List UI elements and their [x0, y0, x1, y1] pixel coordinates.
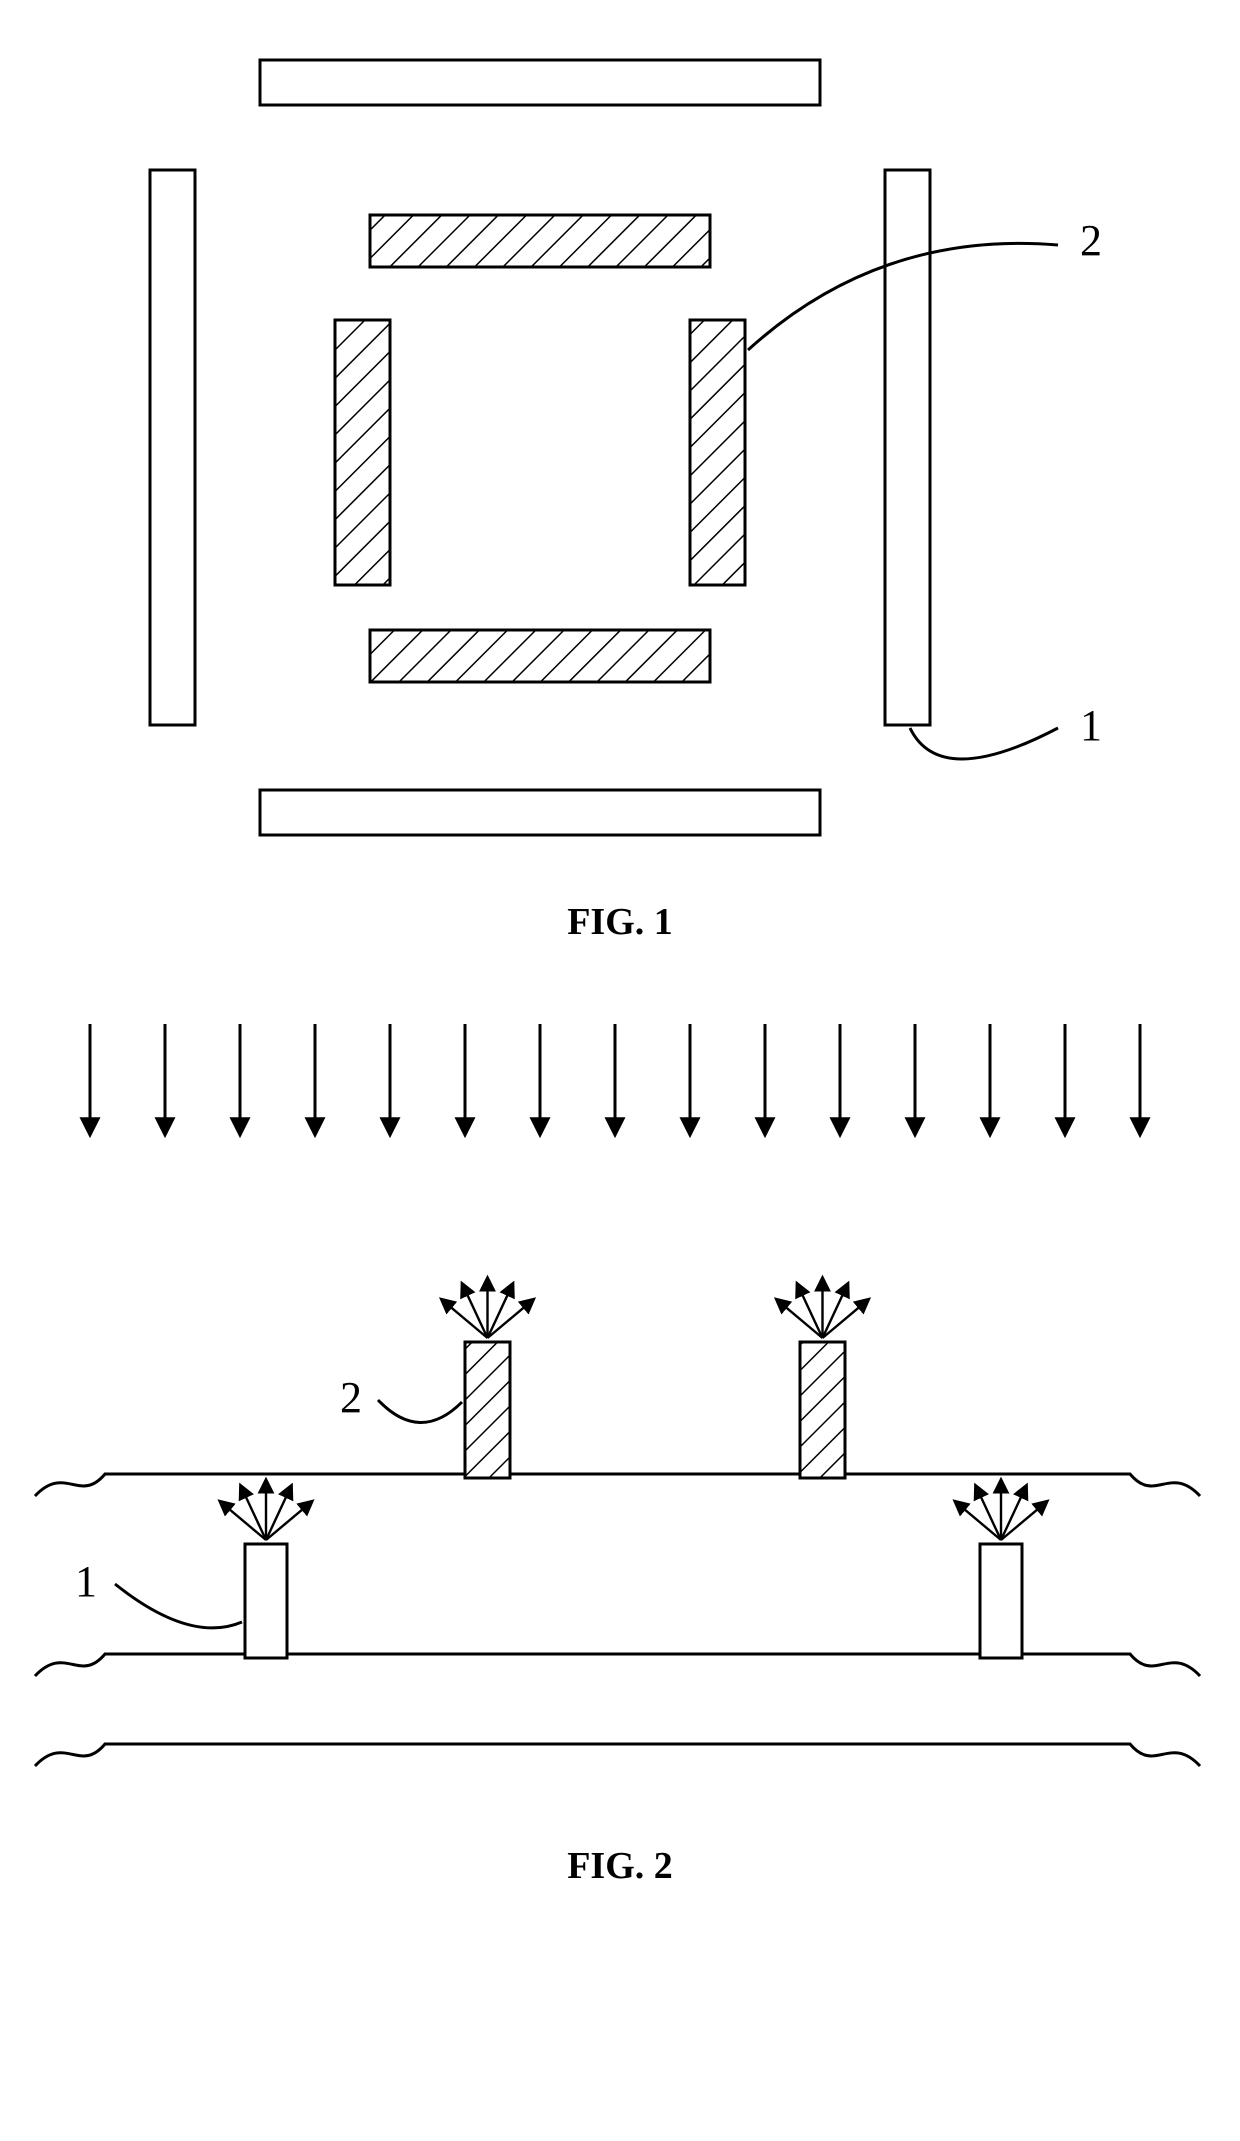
svg-text:2: 2 [1080, 216, 1102, 265]
fig2-svg: 21 [20, 1004, 1220, 1824]
svg-text:1: 1 [75, 1557, 97, 1606]
svg-text:2: 2 [340, 1373, 362, 1422]
figure-1: 21 FIG. 1 [20, 20, 1220, 944]
figure-2: 21 FIG. 2 [20, 1004, 1220, 1888]
fig1-caption: FIG. 1 [20, 900, 1220, 944]
svg-text:1: 1 [1080, 701, 1102, 750]
fig2-caption: FIG. 2 [20, 1844, 1220, 1888]
fig1-svg: 21 [70, 20, 1170, 880]
